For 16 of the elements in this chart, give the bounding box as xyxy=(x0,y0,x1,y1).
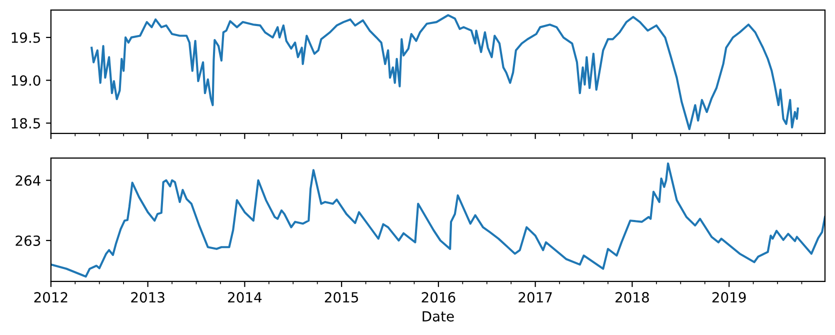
x-tick-label: 2017 xyxy=(518,292,552,303)
x-tick-label: 2014 xyxy=(228,292,262,303)
line-series xyxy=(50,162,825,278)
y-tick-label: 263 xyxy=(16,235,40,246)
y-tick-label: 19.5 xyxy=(12,32,40,43)
line-series xyxy=(90,14,799,130)
y-tick-label: 264 xyxy=(16,175,40,186)
x-tick-label: 2018 xyxy=(616,292,649,303)
y-tick-label: 18.5 xyxy=(12,118,40,129)
x-tick-label: 2012 xyxy=(34,292,68,303)
x-axis-title: Date xyxy=(422,311,454,322)
x-tick-label: 2013 xyxy=(131,292,164,303)
x-tick-label: 2019 xyxy=(712,292,746,303)
x-tick-label: 2016 xyxy=(422,292,456,303)
y-tick-label: 19.0 xyxy=(12,75,40,86)
x-tick-label: 2015 xyxy=(324,292,358,303)
